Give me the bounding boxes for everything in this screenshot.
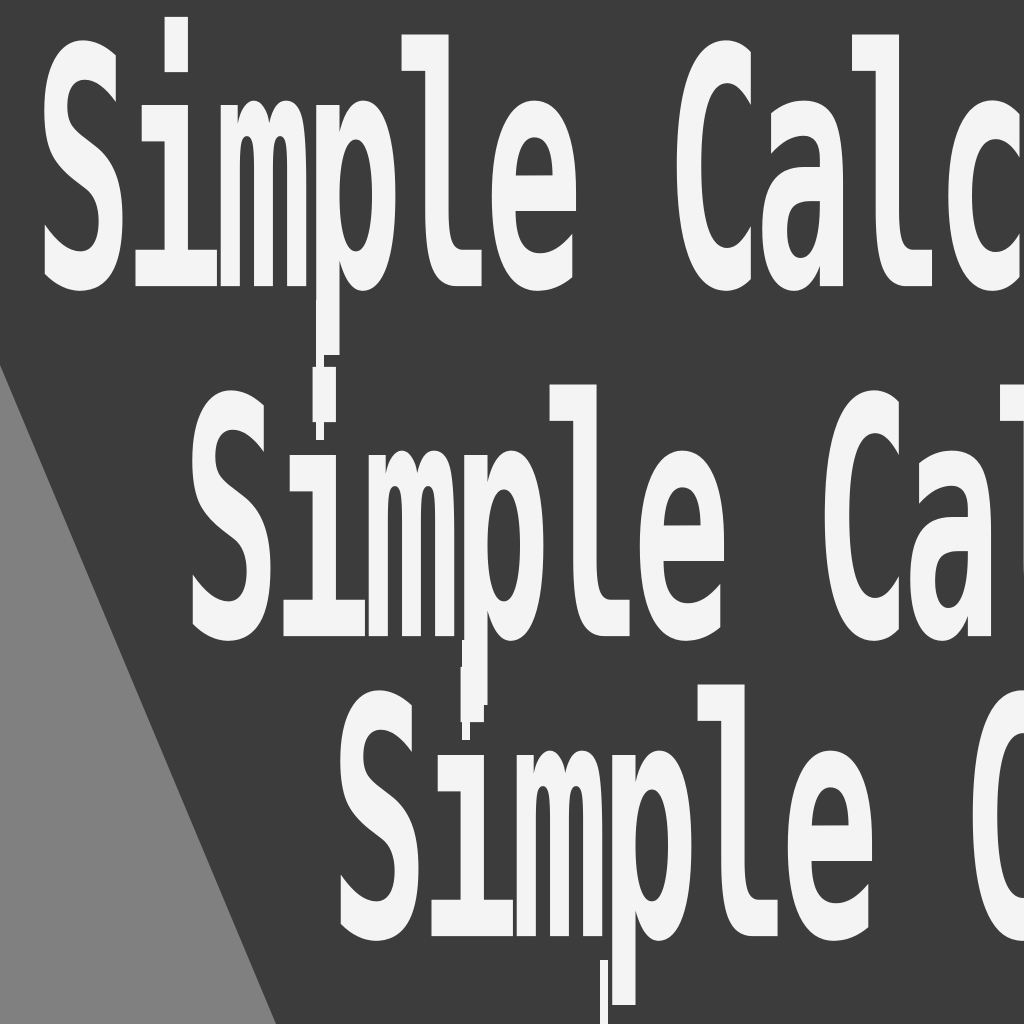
text-cursor-bar-2 — [462, 640, 470, 740]
text-cursor-bar-3 — [600, 960, 608, 1024]
app-title-text-1: Simple Calc — [34, 0, 1024, 365]
app-title-text-2: Simple Calc — [182, 328, 1024, 715]
app-title-text-3: Simple Calc — [330, 628, 1024, 1015]
text-cursor-bar-1 — [316, 300, 324, 440]
